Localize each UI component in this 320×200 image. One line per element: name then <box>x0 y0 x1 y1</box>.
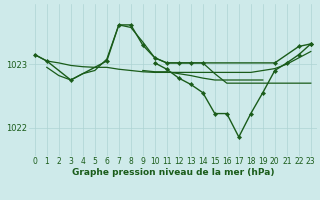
X-axis label: Graphe pression niveau de la mer (hPa): Graphe pression niveau de la mer (hPa) <box>72 168 274 177</box>
